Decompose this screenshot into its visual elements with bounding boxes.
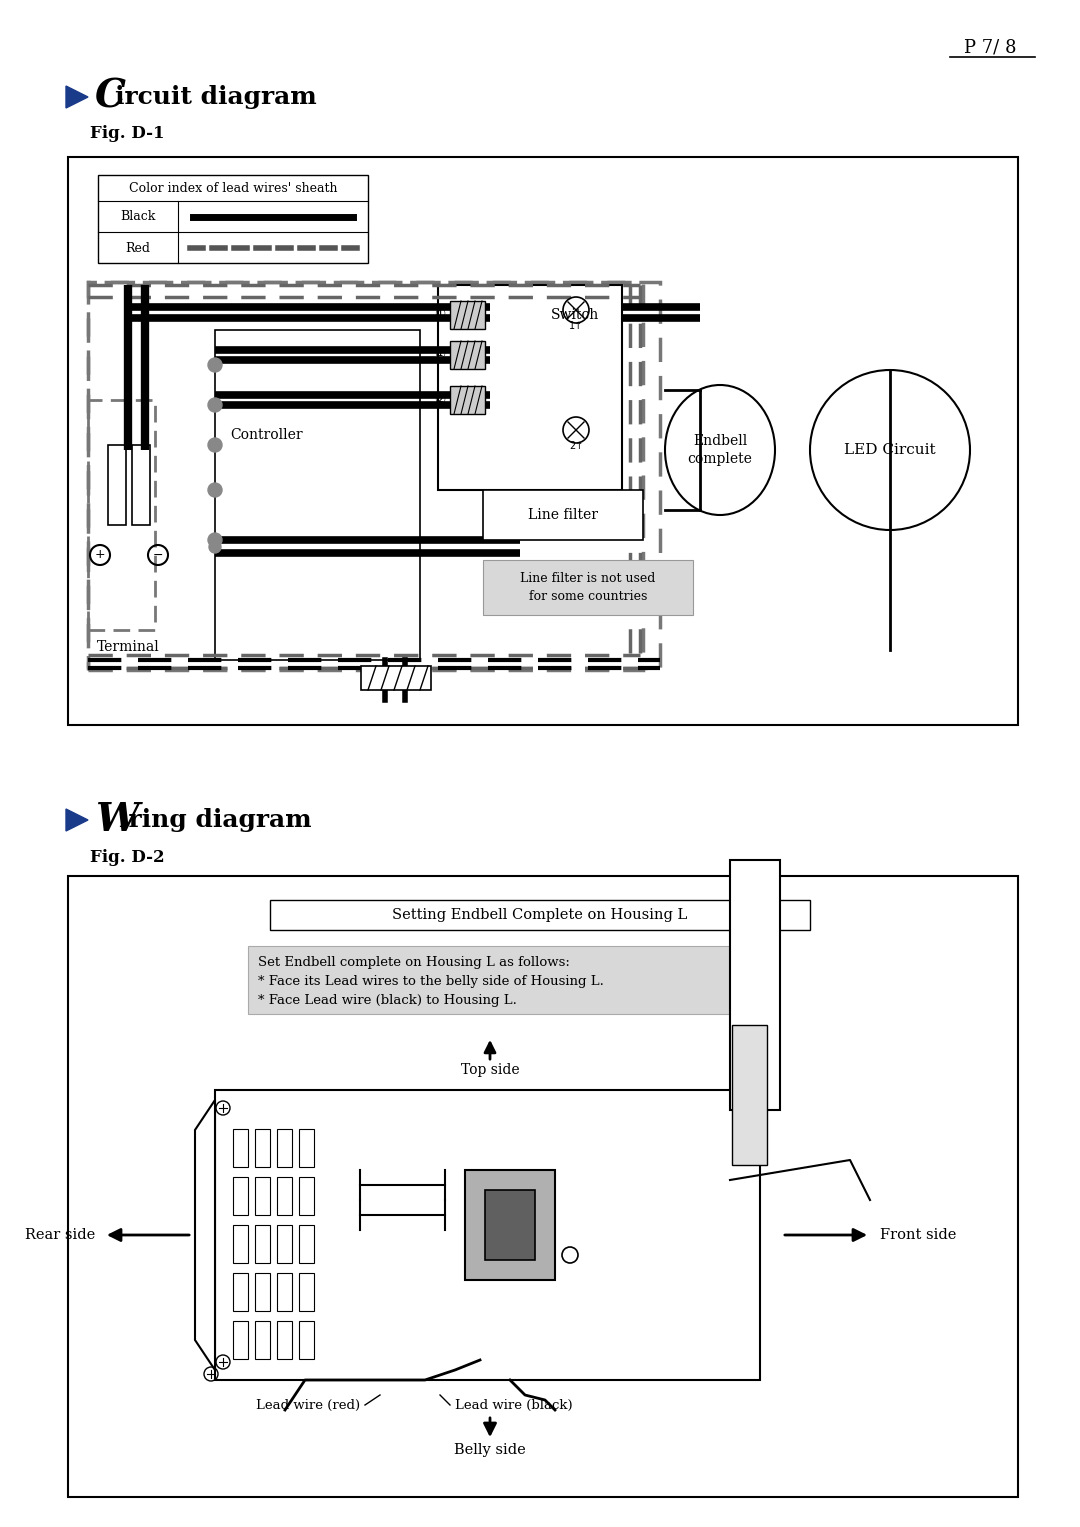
Bar — [255, 1177, 270, 1215]
Bar — [276, 1128, 292, 1167]
Bar — [299, 1321, 314, 1359]
Text: Belly side: Belly side — [454, 1443, 526, 1457]
Text: C: C — [95, 78, 126, 116]
Bar — [483, 560, 693, 615]
Polygon shape — [195, 1099, 215, 1370]
Text: Terminal: Terminal — [96, 640, 160, 654]
Polygon shape — [66, 86, 87, 108]
Text: Front side: Front side — [880, 1228, 957, 1241]
Bar — [450, 341, 485, 370]
Circle shape — [208, 357, 222, 373]
Text: ②: ② — [434, 394, 445, 406]
Circle shape — [208, 438, 222, 452]
Bar — [438, 286, 622, 490]
Text: Line filter is not used
for some countries: Line filter is not used for some countri… — [521, 573, 656, 603]
Ellipse shape — [665, 385, 775, 515]
Bar — [485, 1190, 535, 1260]
Text: +: + — [95, 548, 106, 562]
Text: Lead wire (red): Lead wire (red) — [256, 1399, 360, 1411]
Bar — [730, 860, 780, 1110]
Text: ircuit diagram: ircuit diagram — [114, 86, 316, 108]
Text: LED Circuit: LED Circuit — [845, 443, 935, 457]
Bar — [233, 1225, 248, 1263]
Bar — [255, 1128, 270, 1167]
Text: 1↑: 1↑ — [569, 321, 583, 331]
Bar — [255, 1321, 270, 1359]
Bar — [233, 1128, 248, 1167]
Circle shape — [208, 483, 222, 496]
Bar — [299, 1225, 314, 1263]
Text: Fig. D-1: Fig. D-1 — [90, 125, 164, 142]
Bar — [361, 666, 431, 690]
Text: ①: ① — [434, 348, 445, 362]
Text: P 7/ 8: P 7/ 8 — [963, 40, 1016, 56]
Bar — [108, 444, 126, 525]
Text: Top side: Top side — [461, 1063, 519, 1077]
Text: Line filter: Line filter — [528, 508, 598, 522]
Bar — [276, 1177, 292, 1215]
Text: Endbell
complete: Endbell complete — [688, 434, 753, 466]
Text: Color index of lead wires' sheath: Color index of lead wires' sheath — [129, 182, 337, 194]
Circle shape — [208, 399, 222, 412]
Text: ①: ① — [434, 308, 445, 322]
Bar — [68, 876, 1018, 1496]
Bar — [215, 330, 420, 660]
Bar — [299, 1128, 314, 1167]
Bar — [276, 1321, 292, 1359]
Text: W: W — [95, 802, 138, 838]
Bar — [299, 1177, 314, 1215]
Text: Controller: Controller — [230, 428, 302, 441]
Text: Fig. D-2: Fig. D-2 — [90, 849, 164, 866]
Bar — [132, 444, 150, 525]
Bar — [87, 282, 643, 670]
Text: Rear side: Rear side — [25, 1228, 95, 1241]
Circle shape — [210, 541, 221, 553]
Text: 2↑: 2↑ — [569, 441, 583, 450]
Polygon shape — [66, 809, 87, 831]
Bar — [98, 176, 368, 263]
Bar — [450, 386, 485, 414]
Bar — [233, 1177, 248, 1215]
Bar — [233, 1274, 248, 1312]
Bar — [255, 1274, 270, 1312]
Bar — [68, 157, 1018, 725]
Bar — [270, 899, 810, 930]
Bar — [483, 490, 643, 541]
Text: Setting Endbell Complete on Housing L: Setting Endbell Complete on Housing L — [392, 909, 688, 922]
Text: −: − — [152, 548, 163, 562]
Text: Lead wire (black): Lead wire (black) — [455, 1399, 572, 1411]
Text: iring diagram: iring diagram — [119, 808, 312, 832]
Bar — [233, 1321, 248, 1359]
Bar — [465, 1170, 555, 1280]
Text: Switch: Switch — [551, 308, 599, 322]
Text: Set Endbell complete on Housing L as follows:
* Face its Lead wires to the belly: Set Endbell complete on Housing L as fol… — [258, 956, 604, 1006]
Bar — [450, 301, 485, 328]
Bar — [215, 1090, 760, 1380]
Bar — [276, 1225, 292, 1263]
Bar — [299, 1274, 314, 1312]
Bar — [276, 1274, 292, 1312]
Bar — [87, 400, 156, 631]
Bar — [255, 1225, 270, 1263]
Text: Red: Red — [125, 241, 150, 255]
Bar — [248, 947, 768, 1014]
Bar — [87, 282, 660, 667]
Bar — [732, 1025, 767, 1165]
Circle shape — [208, 533, 222, 547]
Text: Black: Black — [120, 211, 156, 223]
